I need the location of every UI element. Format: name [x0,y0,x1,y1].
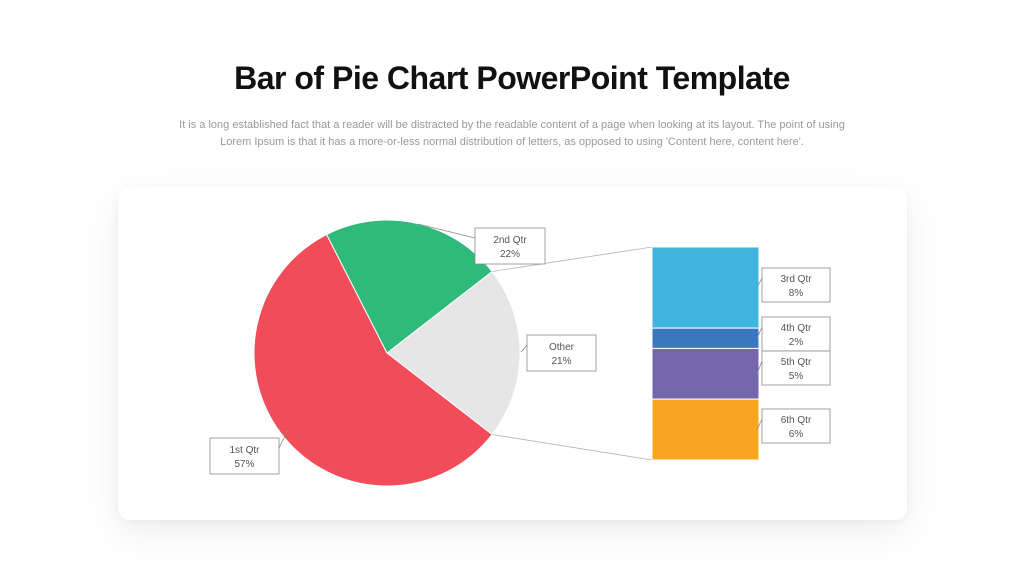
data-label-value-4th-qtr: 2% [789,337,804,348]
subtitle-line-1: It is a long established fact that a rea… [179,119,845,131]
subtitle-line-2: Lorem Ipsum is that it has a more-or-les… [220,136,804,148]
pie-slice-other [386,270,521,436]
bar-segment-6th-qtr [651,398,760,461]
callout-pointer-other [520,344,528,353]
callout-pointer-3rd-qtr [756,277,763,288]
callout-pointer-1st-qtr [278,429,289,449]
callout-box-3rd-qtr [761,267,831,303]
bar-segment-3rd-qtr [651,246,760,329]
data-label-name-4th-qtr: 4th Qtr [781,323,812,334]
data-label-name-5th-qtr: 5th Qtr [781,357,812,368]
callout-box-6th-qtr [761,408,831,444]
connector-line-top [492,246,653,272]
data-label-value-5th-qtr: 5% [789,371,804,382]
callout-box-5th-qtr [761,350,831,386]
callout-pointer-5th-qtr [756,360,763,374]
data-label-name-3rd-qtr: 3rd Qtr [780,274,812,285]
connector-line-bottom [492,434,653,461]
callout-box-4th-qtr [761,316,831,352]
callout-box-2nd-qtr [474,227,546,265]
callout-pointer-6th-qtr [756,418,763,430]
data-label-name-other: Other [549,342,575,353]
data-label-value-1st-qtr: 57% [234,459,254,470]
data-label-value-2nd-qtr: 22% [500,249,520,260]
callout-box-1st-qtr [209,437,280,475]
data-label-value-3rd-qtr: 8% [789,288,804,299]
data-label-name-1st-qtr: 1st Qtr [229,445,260,456]
bar-segment-5th-qtr [651,347,760,400]
bar-segment-4th-qtr [651,327,760,349]
page-title: Bar of Pie Chart PowerPoint Template [234,60,790,96]
callout-pointer-2nd-qtr [417,223,476,239]
data-label-value-6th-qtr: 6% [789,429,804,440]
data-label-value-other: 21% [551,356,571,367]
data-label-name-2nd-qtr: 2nd Qtr [493,235,527,246]
page-subtitle: It is a long established fact that a rea… [110,117,914,151]
callout-box-other [526,334,597,372]
data-label-name-6th-qtr: 6th Qtr [781,415,812,426]
callout-pointer-4th-qtr [756,326,763,339]
